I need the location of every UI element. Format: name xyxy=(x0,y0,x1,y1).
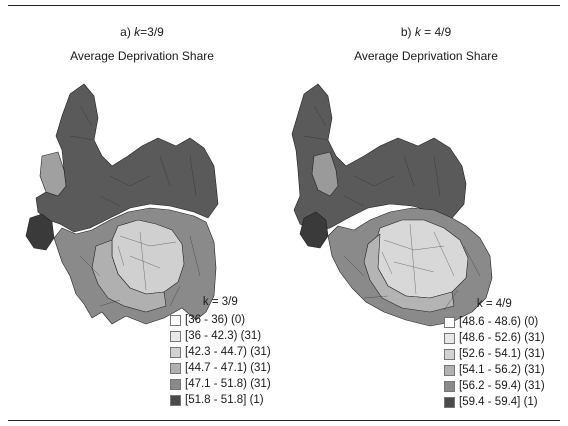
legend-item: [48.6 - 52.6) (31) xyxy=(444,330,545,346)
legend-label: [48.6 - 48.6) (0) xyxy=(459,316,539,328)
legend-item: [48.6 - 48.6) (0) xyxy=(444,314,545,330)
region-west xyxy=(299,211,329,249)
panel-b: b) k = 4/9 Average Deprivation Share k =… xyxy=(284,6,568,418)
legend-item: [52.6 - 54.1) (31) xyxy=(444,346,545,362)
legend-swatch xyxy=(444,396,455,408)
legend-swatch xyxy=(170,330,181,342)
region-north xyxy=(291,83,467,233)
bottom-rule xyxy=(8,420,560,421)
legend-label: [48.6 - 52.6) (31) xyxy=(459,332,545,344)
legend-swatch xyxy=(170,362,181,374)
map-panel-b xyxy=(291,83,493,327)
legend-label: [59.4 - 59.4] (1) xyxy=(459,396,538,408)
legend-label: [42.3 - 44.7) (31) xyxy=(185,346,271,358)
legend-panel-b: k = 4/9 [48.6 - 48.6) (0) [48.6 - 52.6) … xyxy=(444,296,545,410)
map-panel-a xyxy=(25,83,219,325)
region-ring xyxy=(91,239,167,313)
legend-swatch xyxy=(444,348,455,360)
legend-item: [51.8 - 51.8] (1) xyxy=(170,392,271,408)
region-west xyxy=(25,213,55,251)
legend-swatch xyxy=(444,316,455,328)
legend-swatch xyxy=(444,364,455,376)
legend-swatch xyxy=(170,394,181,406)
legend-label: [36 - 42.3) (31) xyxy=(185,330,262,342)
legend-title: k = 4/9 xyxy=(476,298,512,310)
panel-a-title: Average Deprivation Share xyxy=(70,49,214,63)
top-rule xyxy=(8,5,560,6)
panel-a-label: a) k=3/9 xyxy=(120,25,164,39)
region-north xyxy=(35,83,219,233)
legend-item: [54.1 - 56.2) (31) xyxy=(444,362,545,378)
legend-label: [51.8 - 51.8] (1) xyxy=(185,394,264,406)
legend-swatch xyxy=(444,380,455,392)
legend-item: [44.7 - 47.1) (31) xyxy=(170,360,271,376)
legend-panel-a: k = 3/9 [36 - 36) (0) [36 - 42.3) (31) [… xyxy=(170,294,271,408)
legend-item: [59.4 - 59.4] (1) xyxy=(444,394,545,410)
legend-swatch xyxy=(444,332,455,344)
legend-item: [36 - 36) (0) xyxy=(170,312,271,328)
region-northwest xyxy=(311,151,339,197)
legend-label: [44.7 - 47.1) (31) xyxy=(185,362,271,374)
legend-item: [36 - 42.3) (31) xyxy=(170,328,271,344)
legend-label: [56.2 - 59.4) (31) xyxy=(459,380,545,392)
legend-label: [52.6 - 54.1) (31) xyxy=(459,348,545,360)
legend-label: [47.1 - 51.8) (31) xyxy=(185,378,271,390)
region-northwest xyxy=(39,151,67,197)
legend-item: [56.2 - 59.4) (31) xyxy=(444,378,545,394)
legend-swatch xyxy=(170,314,181,326)
region-ring xyxy=(363,233,455,313)
legend-swatch xyxy=(170,378,181,390)
legend-title: k = 3/9 xyxy=(202,296,238,308)
panel-a: a) k=3/9 Average Deprivation Share k = 3… xyxy=(0,6,284,418)
panel-b-title: Average Deprivation Share xyxy=(354,49,498,63)
legend-swatch xyxy=(170,346,181,358)
legend-item: [47.1 - 51.8) (31) xyxy=(170,376,271,392)
legend-label: [36 - 36) (0) xyxy=(185,314,246,326)
legend-item: [42.3 - 44.7) (31) xyxy=(170,344,271,360)
legend-label: [54.1 - 56.2) (31) xyxy=(459,364,545,376)
panel-b-label: b) k = 4/9 xyxy=(400,25,452,39)
